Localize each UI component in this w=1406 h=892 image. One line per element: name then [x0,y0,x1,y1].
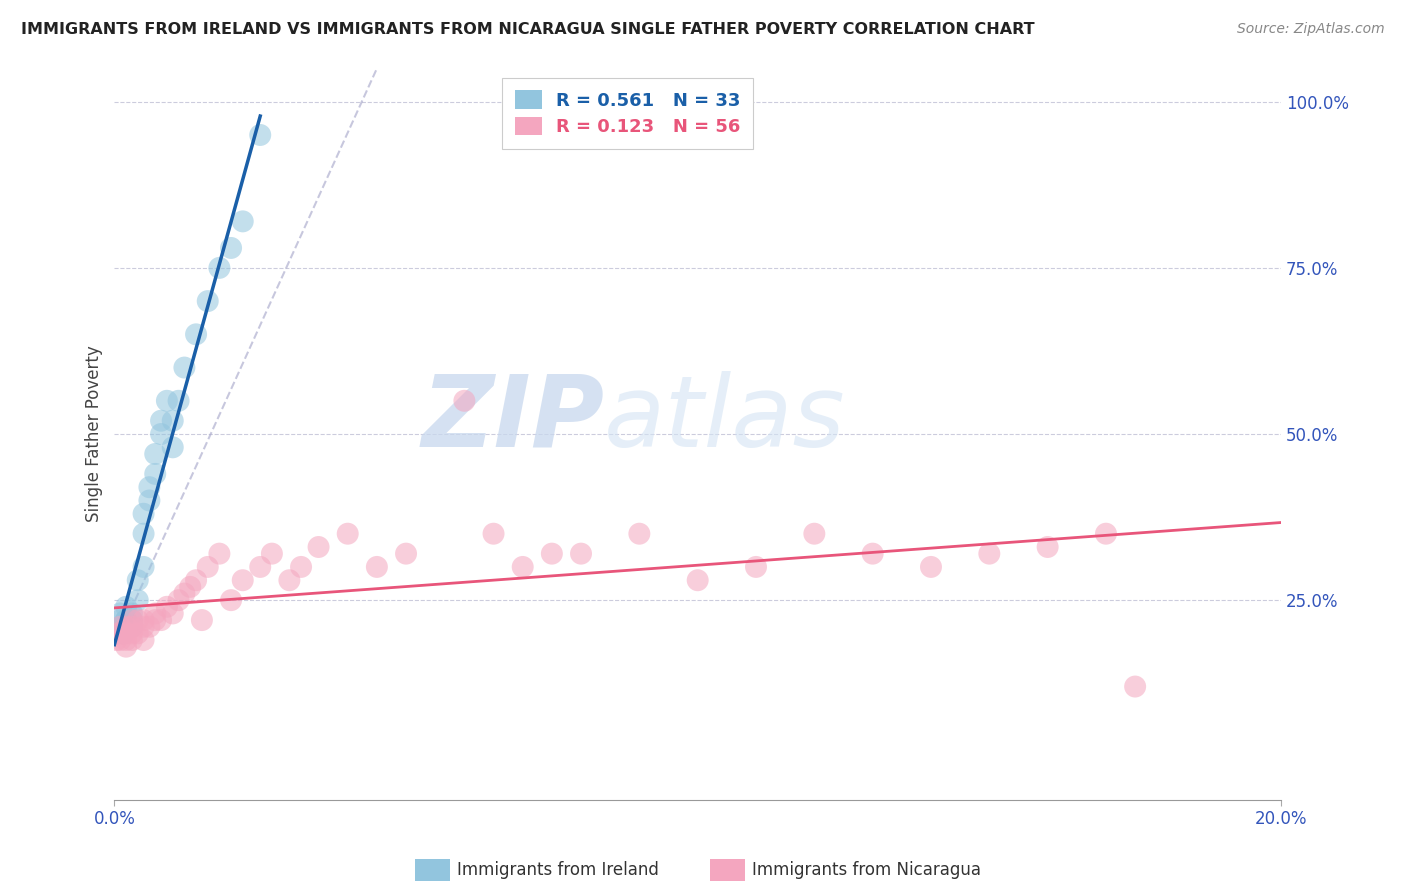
Point [121,613,143,627]
Point [173,586,195,600]
Text: Source: ZipAtlas.com: Source: ZipAtlas.com [1237,22,1385,37]
Point [110,620,132,634]
Point [156,393,179,408]
Text: ZIP: ZIP [422,371,605,468]
Point [197,294,219,309]
Point [249,560,271,574]
Point [138,620,160,634]
Point [115,613,138,627]
Point [150,427,173,442]
Point [121,620,143,634]
Point [628,526,651,541]
Point [132,560,155,574]
Point [110,620,132,634]
Point [179,580,201,594]
Point [138,493,160,508]
Point [162,414,184,428]
Text: IMMIGRANTS FROM IRELAND VS IMMIGRANTS FROM NICARAGUA SINGLE FATHER POVERTY CORRE: IMMIGRANTS FROM IRELAND VS IMMIGRANTS FR… [21,22,1035,37]
Point [219,241,242,255]
Point [127,573,149,587]
Point [127,593,149,607]
Point [308,540,330,554]
Point [150,414,173,428]
Point [249,128,271,142]
Point [232,573,254,587]
Point [115,633,138,648]
Point [115,640,138,654]
Point [512,560,534,574]
Point [121,620,143,634]
Point [143,467,166,481]
Point [110,607,132,621]
Point [143,607,166,621]
Point [156,599,179,614]
Point [232,214,254,228]
Point [105,626,128,640]
Point [132,526,155,541]
Point [260,547,283,561]
Text: Immigrants from Ireland: Immigrants from Ireland [457,861,659,879]
Point [127,626,149,640]
Point [132,633,155,648]
Point [143,613,166,627]
Point [162,440,184,454]
Point [191,613,214,627]
Point [569,547,592,561]
Point [862,547,884,561]
Point [290,560,312,574]
Point [110,633,132,648]
Point [115,613,138,627]
Point [979,547,1001,561]
Point [336,526,359,541]
Point [115,599,138,614]
Point [197,560,219,574]
Text: Immigrants from Nicaragua: Immigrants from Nicaragua [752,861,981,879]
Point [121,633,143,648]
Point [121,626,143,640]
Point [112,626,135,640]
Point [132,620,155,634]
Point [138,480,160,494]
Point [208,260,231,275]
Point [143,447,166,461]
Point [1123,680,1146,694]
Point [366,560,388,574]
Point [121,607,143,621]
Point [132,507,155,521]
Point [115,620,138,634]
Point [121,613,143,627]
Point [453,393,475,408]
Point [110,613,132,627]
Point [184,573,207,587]
Y-axis label: Single Father Poverty: Single Father Poverty [86,345,103,523]
Point [110,626,132,640]
Point [1036,540,1059,554]
Point [105,633,128,648]
Point [219,593,242,607]
Point [541,547,564,561]
Point [132,613,155,627]
Point [1095,526,1118,541]
Point [173,360,195,375]
Point [208,547,231,561]
Point [482,526,505,541]
Text: atlas: atlas [605,371,846,468]
Point [803,526,825,541]
Point [150,613,173,627]
Point [127,613,149,627]
Point [686,573,709,587]
Point [115,626,138,640]
Legend: R = 0.561   N = 33, R = 0.123   N = 56: R = 0.561 N = 33, R = 0.123 N = 56 [502,78,754,149]
Point [167,593,190,607]
Point [105,626,128,640]
Point [184,327,207,342]
Point [395,547,418,561]
Point [745,560,768,574]
Point [278,573,301,587]
Point [162,607,184,621]
Point [920,560,942,574]
Point [167,393,190,408]
